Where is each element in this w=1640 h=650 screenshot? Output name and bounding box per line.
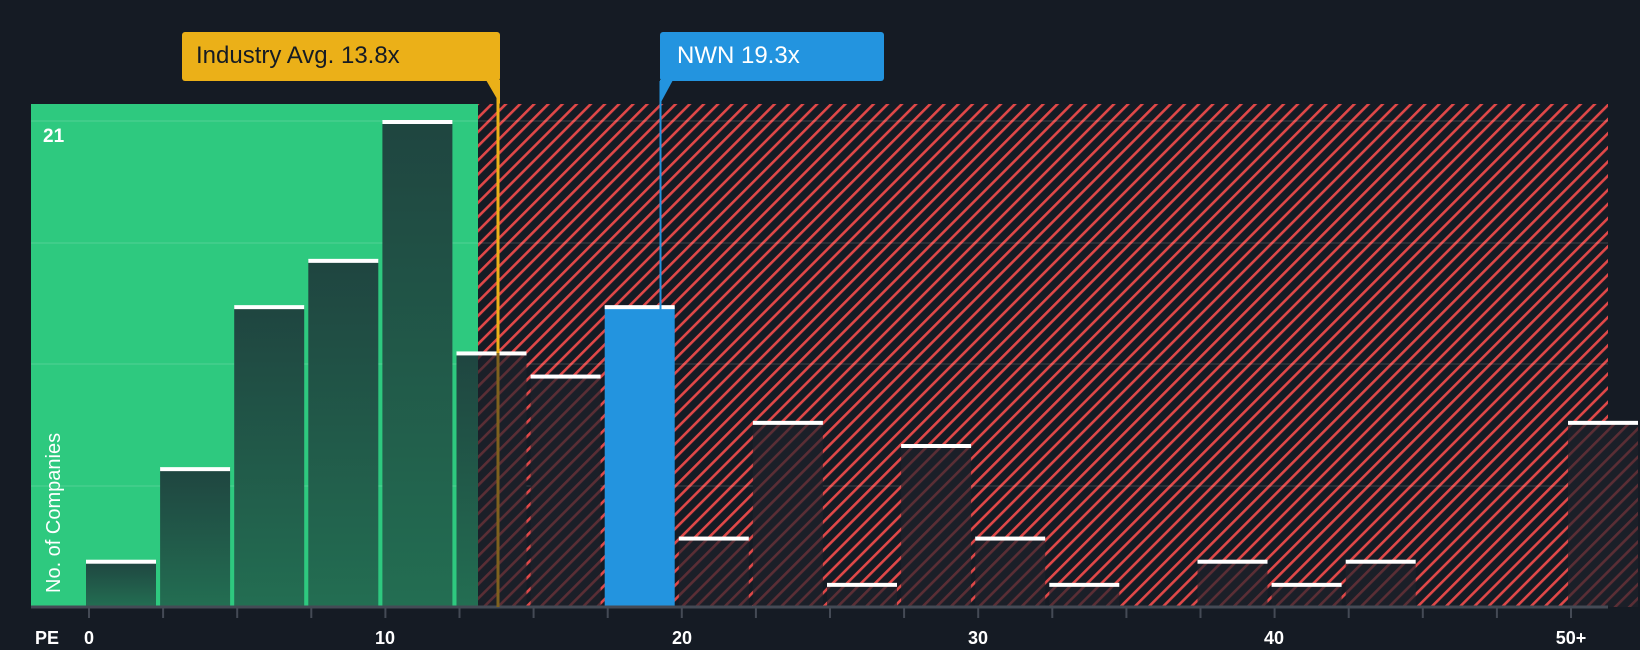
histogram-bar-green-part: [456, 352, 478, 607]
histogram-bar: [1197, 560, 1268, 607]
histogram-bar: [975, 537, 1046, 607]
histogram-bar: [1271, 583, 1342, 607]
bar-top-marker: [456, 351, 527, 356]
bar-top-marker: [234, 305, 305, 310]
x-tick-label: 10: [374, 628, 396, 648]
x-tick-label: 0: [83, 628, 95, 648]
x-tick-label: 40: [1263, 628, 1285, 648]
x-axis-ticks: [88, 607, 1572, 618]
bar-top-marker: [752, 420, 823, 425]
histogram-bar: [530, 375, 601, 607]
bar-top-marker: [530, 374, 601, 379]
industry-avg-line-overlay: [496, 353, 500, 607]
industry-avg-label: Industry Avg. 13.8x: [196, 42, 400, 69]
histogram-bar: [678, 537, 749, 607]
bar-top-marker: [308, 258, 379, 263]
histogram-bar: [160, 468, 231, 607]
x-axis-title: PE: [35, 628, 60, 648]
company-callout: NWN 19.3x: [660, 32, 884, 81]
bar-top-marker: [975, 536, 1046, 541]
company-callout-pointer: [660, 80, 673, 104]
bar-top-marker: [1271, 582, 1342, 587]
bar-top-marker: [604, 305, 675, 310]
histogram-bar: [827, 583, 897, 607]
industry-avg-callout: Industry Avg. 13.8x: [182, 32, 500, 81]
industry-callout-pointer: [486, 80, 500, 104]
histogram-bar: [234, 306, 305, 607]
bar-top-marker: [827, 582, 897, 587]
y-axis-title: No. of Companies: [43, 432, 65, 593]
company-bar: [604, 306, 675, 607]
bar-top-marker: [1049, 582, 1120, 587]
histogram-bar: [382, 121, 453, 607]
y-max-label: 21: [43, 126, 65, 147]
histogram-bar: [1049, 583, 1120, 607]
histogram-bar: [1568, 421, 1638, 607]
histogram-bar: [752, 421, 823, 607]
bar-top-marker: [86, 559, 156, 564]
bar-top-marker: [1345, 559, 1416, 564]
company-pe-label: NWN 19.3x: [677, 42, 800, 69]
bar-top-marker: [1197, 559, 1268, 564]
bar-top-marker: [160, 467, 231, 472]
histogram-bar: [308, 259, 379, 607]
bar-top-marker: [382, 120, 453, 124]
histogram-bars: [86, 120, 1638, 607]
bar-top-marker: [901, 444, 972, 448]
x-tick-label: 20: [671, 628, 693, 648]
bar-top-marker: [1568, 420, 1638, 425]
x-tick-label: 50+: [1555, 628, 1587, 648]
bar-top-marker: [678, 536, 749, 541]
x-tick-label: 30: [967, 628, 989, 648]
histogram-bar: [901, 445, 972, 607]
histogram-bar: [1345, 560, 1416, 607]
histogram-bar: [86, 560, 156, 607]
